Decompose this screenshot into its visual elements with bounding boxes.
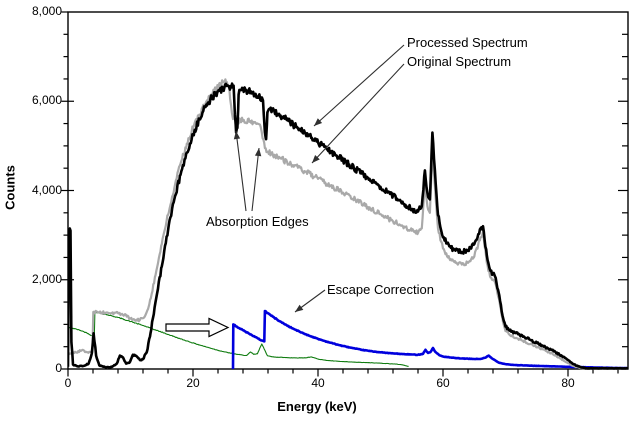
y-tick-label: 6,000 [31, 93, 62, 108]
x-tick-label: 0 [64, 376, 72, 390]
spectrum-curves [68, 78, 628, 370]
x-tick-label: 80 [561, 376, 575, 390]
y-tick-label: 2,000 [31, 271, 62, 286]
y-tick-label: 8,000 [31, 4, 62, 18]
x-tick-label: 60 [436, 376, 450, 390]
escape-correction-label: Escape Correction [327, 282, 434, 297]
x-tick-label: 20 [186, 376, 200, 390]
processed-spectrum-label: Processed Spectrum [407, 35, 528, 50]
hollow-arrow-icon [165, 317, 230, 338]
axis-ticks [61, 11, 628, 377]
plot-frame [67, 11, 629, 370]
absorption-edges-label: Absorption Edges [206, 214, 309, 229]
original-spectrum-label: Original Spectrum [407, 54, 512, 69]
annotation-arrows [233, 44, 405, 313]
y-tick-label: 0 [55, 361, 62, 375]
y-tick-label: 4,000 [31, 182, 62, 197]
original-spectrum-curve [68, 78, 628, 370]
unlabeled-green-correction-curve [68, 311, 409, 368]
processed-spectrum-curve [68, 82, 628, 370]
escape-correction-curve [231, 309, 628, 370]
x-tick-label: 40 [311, 376, 325, 390]
x-axis-title: Energy (keV) [277, 399, 357, 414]
